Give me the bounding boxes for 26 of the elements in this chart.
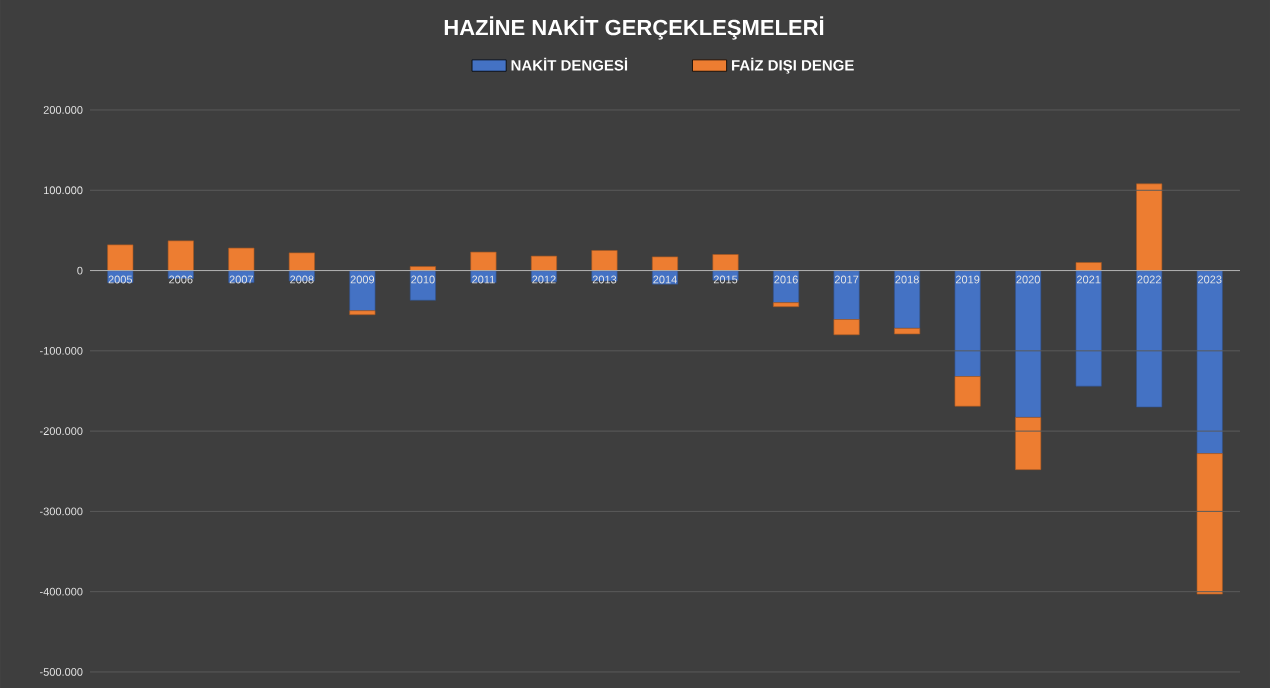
bar <box>1136 183 1163 271</box>
bar <box>470 251 497 271</box>
bar <box>651 256 679 271</box>
bar <box>1075 270 1102 387</box>
bar <box>894 328 921 335</box>
bar <box>1075 262 1102 271</box>
bar <box>107 244 134 271</box>
bar <box>409 270 436 301</box>
chart-title: HAZİNE NAKİT GERÇEKLEŞMELERİ <box>444 16 824 40</box>
bar <box>894 270 921 329</box>
bar <box>530 255 557 271</box>
bar <box>1136 270 1163 408</box>
bar <box>1196 453 1223 595</box>
bar <box>712 254 739 271</box>
bar <box>1196 270 1223 454</box>
bar <box>288 252 315 271</box>
bar <box>349 270 376 311</box>
bar <box>954 376 981 407</box>
bar <box>228 247 255 271</box>
bar <box>167 240 194 271</box>
bar <box>833 319 860 336</box>
bar <box>591 250 618 271</box>
bar <box>1015 417 1042 470</box>
bar <box>954 270 981 377</box>
bar <box>833 270 860 320</box>
bar <box>1015 270 1042 418</box>
